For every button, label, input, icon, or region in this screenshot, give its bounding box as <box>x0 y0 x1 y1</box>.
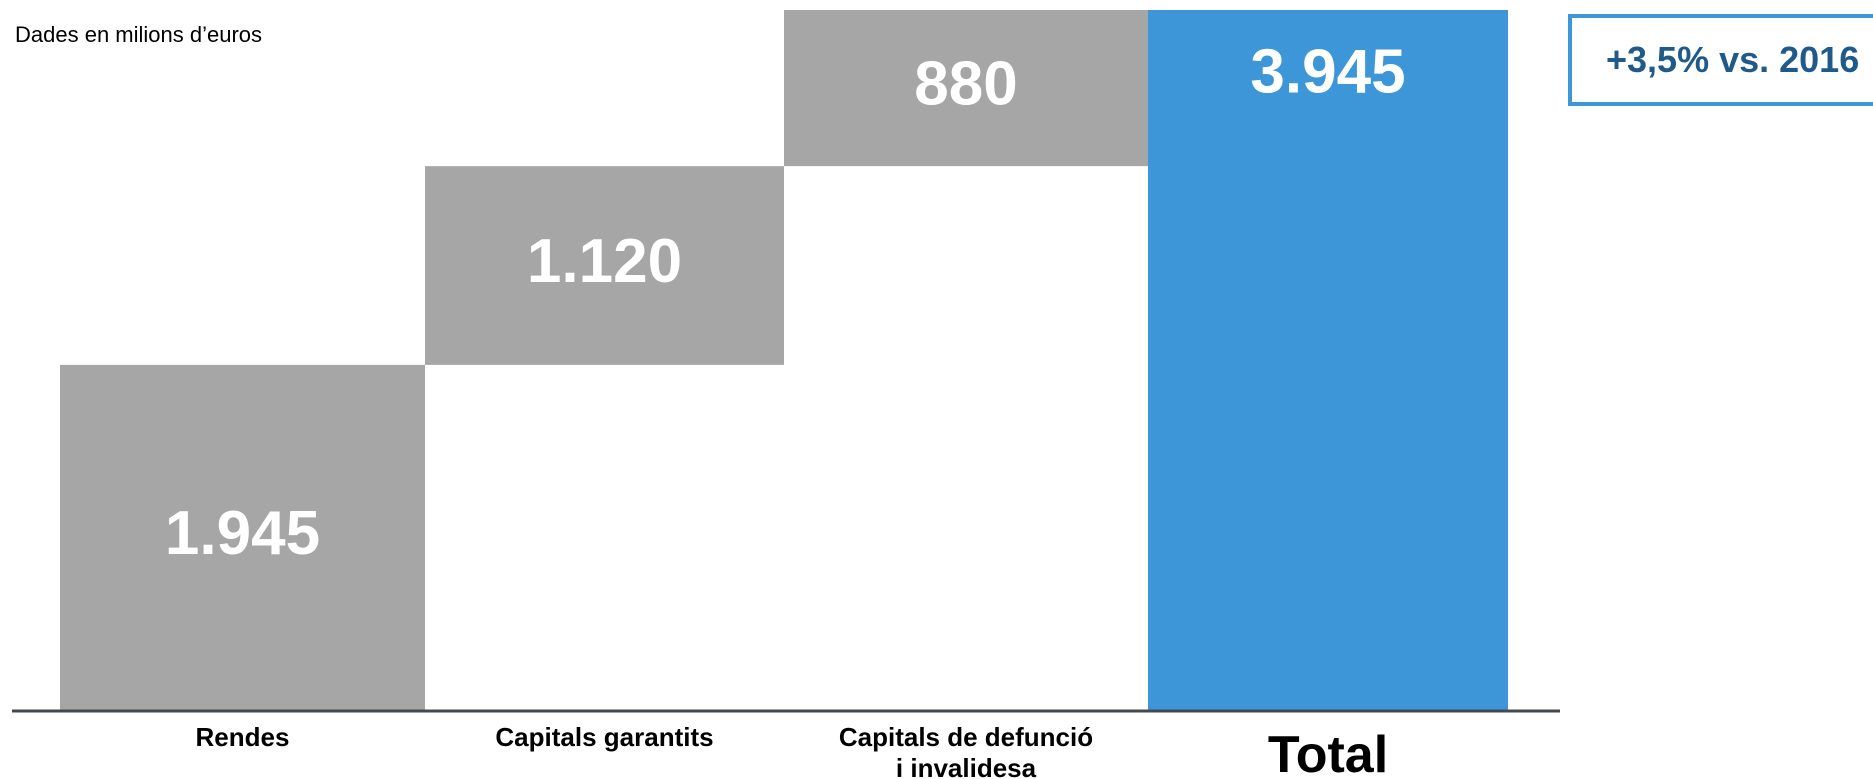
annotation: +3,5% vs. 2016 <box>1568 14 1873 106</box>
subtitle: Dades en milions d’euros <box>15 22 263 47</box>
value-label: 1.120 <box>527 227 682 296</box>
value-label: 3.945 <box>1250 37 1405 106</box>
x-tick-label: Capitals garantits <box>495 722 714 752</box>
bar <box>1148 10 1508 710</box>
x-tick-label: Capitals de defunció i invalidesa <box>838 722 1094 779</box>
x-tick-label: Total <box>1267 726 1389 779</box>
bar <box>60 364 425 710</box>
bar <box>425 166 784 365</box>
x-tick-label: Rendes <box>195 722 290 752</box>
value-label: 880 <box>914 49 1017 118</box>
bar <box>784 10 1148 167</box>
value-label: 1.945 <box>165 499 320 568</box>
